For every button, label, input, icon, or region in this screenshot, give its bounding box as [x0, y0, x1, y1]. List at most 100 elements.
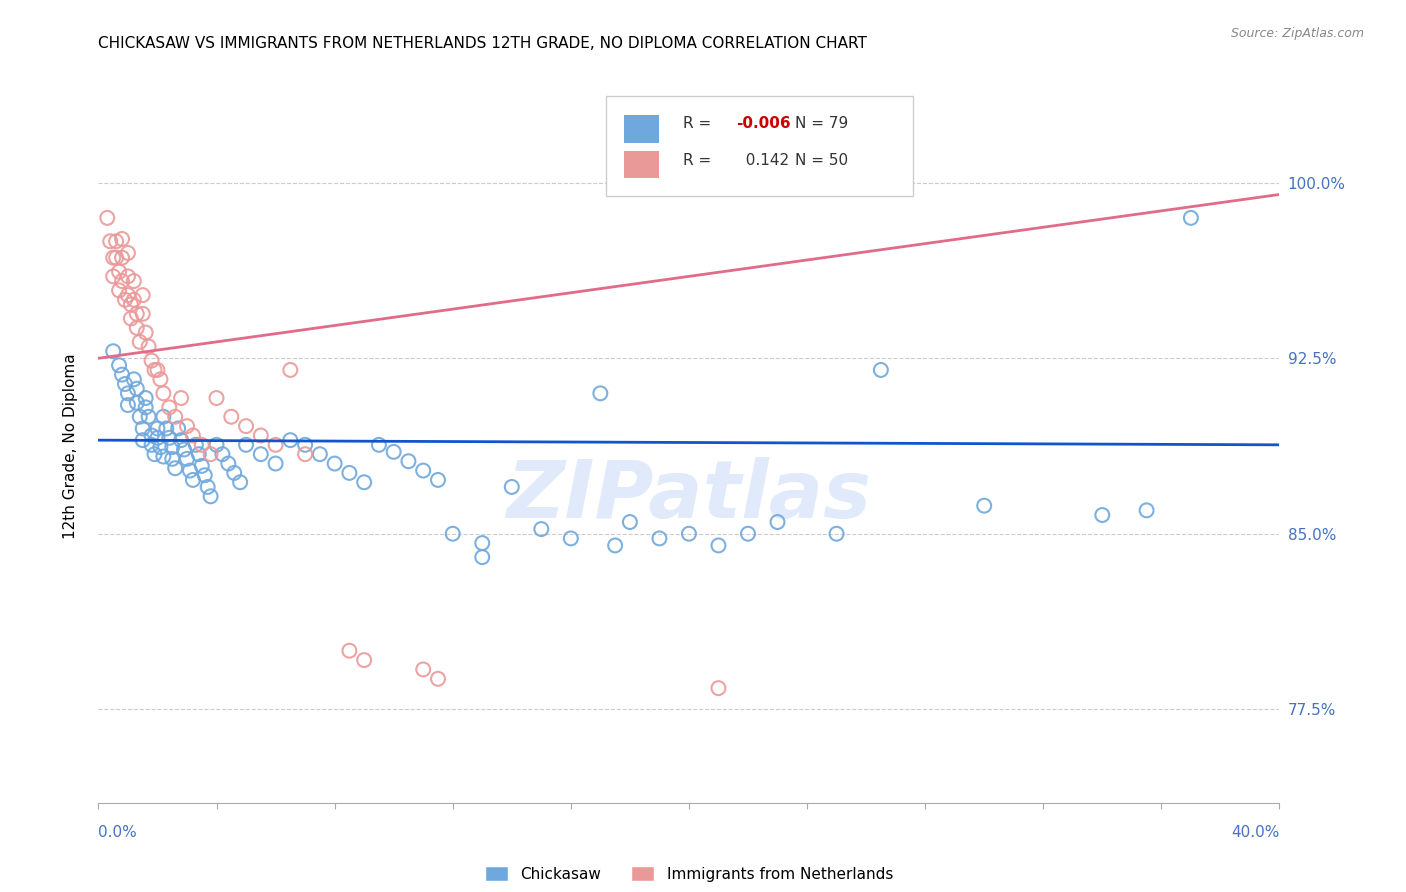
- Point: [108, 265, 131, 279]
- Point: [117, 398, 139, 412]
- Point: [766, 515, 789, 529]
- Point: [165, 461, 187, 475]
- Point: [1091, 508, 1114, 522]
- Point: [155, 421, 177, 435]
- Point: [412, 464, 434, 478]
- Point: [152, 386, 174, 401]
- Point: [471, 536, 494, 550]
- Point: [396, 454, 419, 468]
- Text: -0.006: -0.006: [737, 116, 790, 131]
- Point: [162, 440, 183, 454]
- Point: [120, 297, 142, 311]
- Point: [146, 363, 169, 377]
- Point: [122, 293, 145, 307]
- Point: [368, 438, 391, 452]
- Point: [200, 447, 222, 461]
- Point: [229, 475, 252, 490]
- Point: [197, 480, 219, 494]
- Point: [167, 421, 190, 435]
- Point: [825, 526, 848, 541]
- Text: Source: ZipAtlas.com: Source: ZipAtlas.com: [1230, 27, 1364, 40]
- Point: [278, 363, 302, 377]
- Point: [173, 442, 195, 457]
- Point: [707, 681, 730, 695]
- Point: [235, 419, 257, 434]
- Point: [427, 473, 450, 487]
- Point: [132, 433, 155, 447]
- Text: R =: R =: [683, 116, 716, 131]
- Text: R =: R =: [683, 153, 716, 168]
- Point: [114, 293, 136, 307]
- Point: [125, 382, 148, 396]
- Text: 0.142: 0.142: [737, 153, 789, 168]
- Point: [179, 464, 201, 478]
- Point: [162, 451, 183, 466]
- Point: [103, 251, 125, 265]
- Point: [530, 522, 553, 536]
- Point: [125, 307, 148, 321]
- Point: [96, 211, 118, 225]
- Point: [1180, 211, 1202, 225]
- Point: [501, 480, 523, 494]
- Point: [138, 340, 160, 354]
- Point: [191, 438, 214, 452]
- Point: [111, 274, 134, 288]
- Point: [560, 532, 582, 546]
- Text: ZIPatlas: ZIPatlas: [506, 457, 872, 535]
- Point: [176, 419, 198, 434]
- Point: [184, 438, 207, 452]
- Point: [619, 515, 641, 529]
- Text: 40.0%: 40.0%: [1232, 825, 1279, 840]
- Point: [224, 466, 246, 480]
- Point: [103, 344, 125, 359]
- Point: [181, 428, 204, 442]
- Point: [117, 386, 139, 401]
- Point: [278, 433, 302, 447]
- Point: [205, 391, 228, 405]
- Point: [605, 538, 627, 552]
- Point: [191, 458, 214, 473]
- Point: [339, 644, 360, 658]
- Point: [135, 391, 157, 405]
- Point: [441, 526, 464, 541]
- Point: [427, 672, 450, 686]
- Point: [707, 538, 730, 552]
- Point: [138, 409, 160, 424]
- Point: [117, 288, 139, 302]
- Point: [141, 428, 163, 442]
- Point: [589, 386, 612, 401]
- Point: [219, 409, 242, 424]
- Point: [108, 359, 131, 373]
- Point: [412, 662, 434, 676]
- Point: [211, 447, 233, 461]
- Point: [128, 334, 150, 349]
- Point: [264, 438, 287, 452]
- Point: [125, 321, 148, 335]
- Point: [103, 269, 125, 284]
- Point: [170, 391, 193, 405]
- Point: [235, 438, 257, 452]
- Point: [165, 409, 187, 424]
- Point: [200, 489, 222, 503]
- Text: 0.0%: 0.0%: [98, 825, 138, 840]
- Point: [122, 372, 145, 386]
- Point: [678, 526, 700, 541]
- Text: CHICKASAW VS IMMIGRANTS FROM NETHERLANDS 12TH GRADE, NO DIPLOMA CORRELATION CHAR: CHICKASAW VS IMMIGRANTS FROM NETHERLANDS…: [98, 36, 868, 51]
- Point: [157, 431, 180, 445]
- Point: [737, 526, 759, 541]
- Point: [157, 401, 180, 415]
- Point: [309, 447, 332, 461]
- Point: [471, 550, 494, 565]
- Point: [294, 447, 316, 461]
- Point: [143, 363, 166, 377]
- Point: [108, 284, 131, 298]
- Point: [648, 532, 671, 546]
- Point: [250, 428, 273, 442]
- Point: [105, 234, 128, 248]
- Point: [217, 457, 239, 471]
- Point: [132, 288, 155, 302]
- Point: [141, 438, 163, 452]
- FancyBboxPatch shape: [624, 151, 659, 178]
- Point: [382, 445, 405, 459]
- Point: [149, 440, 172, 454]
